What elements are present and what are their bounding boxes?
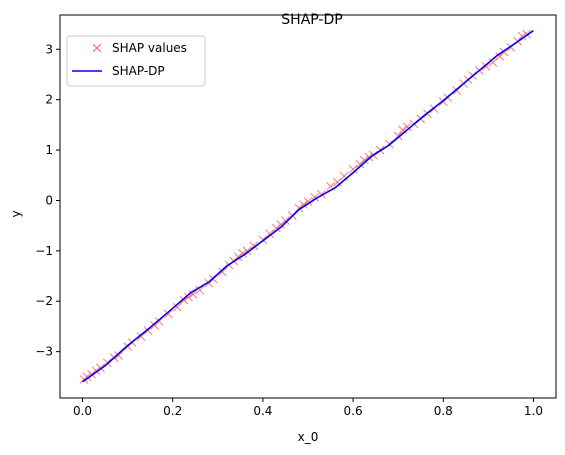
shap-value-point [195,285,205,295]
shap-value-point [393,131,403,141]
legend-label-shap-dp: SHAP-DP [112,64,165,78]
shap-value-point [82,372,92,382]
y-tick-label: 2 [45,93,53,107]
shap-value-point [217,267,227,277]
shap-value-point [172,302,182,312]
plot-area [79,29,534,384]
x-tick-label: 0.2 [163,404,182,418]
shap-value-point [272,223,281,233]
shap-value-point [348,164,358,174]
shap-value-point [242,246,252,256]
shap-value-point [398,125,408,135]
x-tick-label: 0.6 [344,404,363,418]
legend: SHAP values SHAP-DP [66,35,206,87]
x-tick-label: 0.4 [253,404,272,418]
legend-label-shap-values: SHAP values [112,41,187,55]
y-tick-label: 0 [45,193,53,207]
legend-marker-shap-values [92,43,102,53]
shap-value-point [179,295,189,305]
y-tick-label: 3 [45,42,53,56]
axes-frame [59,14,557,399]
y-tick-label: 1 [45,143,53,157]
shap-value-point [310,193,320,202]
y-tick-label: −2 [35,294,53,308]
y-tick-label: −1 [35,244,53,258]
x-tick-label: 0.8 [434,404,453,418]
shap-value-point [517,31,527,41]
legend-box [66,35,206,87]
shap-value-point [481,62,491,71]
shap-value-point [359,155,369,165]
x-tick-label: 1.0 [524,404,543,418]
chart-title: SHAP-DP [281,12,342,28]
shap-value-point [114,351,124,361]
axes: 0.0 0.2 0.4 0.6 0.8 1.0 −3 −2 −1 0 1 2 3 [35,42,543,418]
shap-value-point [299,200,308,209]
y-tick-label: −3 [35,345,53,359]
shap-value-point [294,203,304,213]
shap-value-point [188,289,198,299]
shap-value-point [238,248,248,258]
shap-value-point [364,152,374,162]
shap-value-point [402,122,412,132]
shap-value-point [303,197,313,206]
shap-value-point [265,229,275,239]
shap-value-point [249,241,259,251]
shap-value-point [281,216,290,225]
x-tick-label: 0.0 [73,404,92,418]
shap-value-point [184,292,193,302]
y-axis-label: y [9,210,23,217]
shap-value-point [163,309,173,319]
shap-value-point [154,317,164,326]
shap-dp-line [82,29,534,383]
x-axis-label: x_0 [298,430,319,444]
